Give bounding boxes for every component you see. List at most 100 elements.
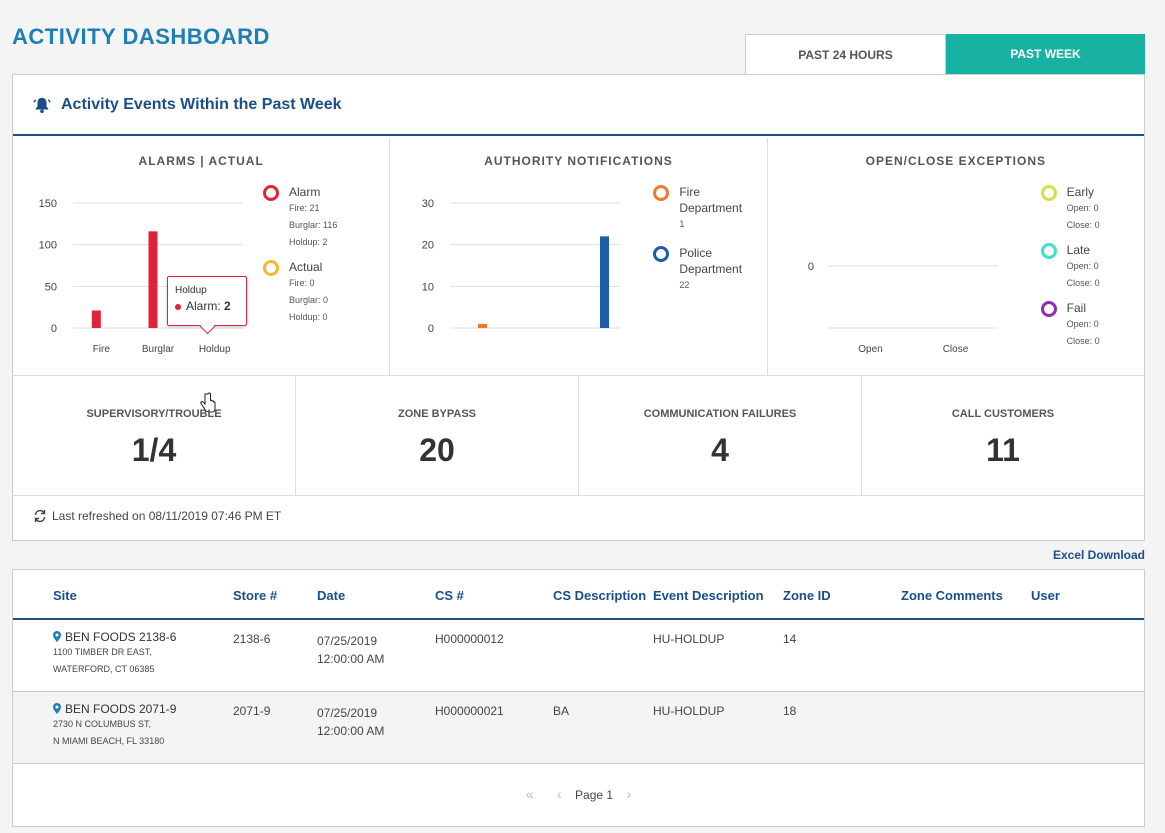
last-refreshed-text: Last refreshed on 08/11/2019 07:46 PM ET xyxy=(52,509,282,523)
tab-past-24-hours[interactable]: PAST 24 HOURS xyxy=(745,34,946,74)
x-tick-label: Close xyxy=(942,344,968,355)
site-name[interactable]: BEN FOODS 2138-6 xyxy=(53,630,176,644)
bell-icon xyxy=(33,97,51,113)
legend-item-actual[interactable]: Actual Fire: 0 Burglar: 0 Holdup: 0 xyxy=(263,259,337,326)
event-description-cell: HU-HOLDUP xyxy=(653,632,725,646)
police-department-legend-icon xyxy=(653,246,670,262)
date-cell: 07/25/2019 12:00:00 AM xyxy=(317,704,384,740)
cs-description-cell: BA xyxy=(553,704,570,718)
column-header-event-description[interactable]: Event Description xyxy=(653,588,764,603)
column-header-user[interactable]: User xyxy=(1031,588,1060,603)
tooltip-title: Holdup xyxy=(175,285,207,296)
last-refreshed: Last refreshed on 08/11/2019 07:46 PM ET xyxy=(33,509,281,523)
alarms-chart-title: ALARMS | ACTUAL xyxy=(138,154,264,168)
map-pin-icon xyxy=(53,631,61,642)
early-legend-icon xyxy=(1040,185,1057,201)
bar xyxy=(148,231,158,328)
alarms-chart-panel: ALARMS | ACTUAL 0 50 100 150 Fire Burglar Hold… xyxy=(13,138,391,413)
time-value: 12:00:00 AM xyxy=(317,724,385,738)
store-cell: 2138-6 xyxy=(233,632,271,646)
x-tick-label: Holdup xyxy=(199,344,231,355)
legend-name: Police Department xyxy=(679,246,743,276)
site-address: 2730 N COLUMBUS ST, xyxy=(53,719,152,729)
column-header-store[interactable]: Store # xyxy=(233,588,278,603)
stat-call-customers[interactable]: CALL CUSTOMERS 11 xyxy=(862,376,1144,495)
stat-zone-bypass[interactable]: ZONE BYPASS 20 xyxy=(296,376,579,495)
next-page-button[interactable]: › xyxy=(626,786,632,802)
stats-row: SUPERVISORY/TROUBLE 1/4 ZONE BYPASS 20 C… xyxy=(13,376,1144,496)
stat-value: 4 xyxy=(711,432,729,468)
openclose-chart-title: OPEN/CLOSE EXCEPTIONS xyxy=(865,154,1046,168)
site-cell: BEN FOODS 2138-6 1100 TIMBER DR EAST, WA… xyxy=(53,630,176,678)
late-legend-icon xyxy=(1040,243,1057,259)
legend-detail: 22 xyxy=(679,280,690,290)
column-header-zone-comments[interactable]: Zone Comments xyxy=(901,588,1003,603)
page-indicator: Page 1 xyxy=(575,788,614,802)
column-header-cs-number[interactable]: CS # xyxy=(435,588,464,603)
time-value: 12:00:00 AM xyxy=(317,652,385,666)
activity-card: Activity Events Within the Past Week ALA… xyxy=(12,74,1145,541)
legend-detail: Fire: 0 xyxy=(289,278,315,288)
legend-name: Alarm xyxy=(289,185,321,199)
legend-detail: Holdup: 0 xyxy=(289,312,328,322)
site-name[interactable]: BEN FOODS 2071-9 xyxy=(53,702,176,716)
legend-item-fail[interactable]: Fail Open: 0 Close: 0 xyxy=(1040,300,1100,350)
first-page-button[interactable]: « xyxy=(525,786,534,802)
legend-name: Late xyxy=(1066,243,1091,257)
card-title: Activity Events Within the Past Week xyxy=(61,95,342,113)
chart-tooltip: Holdup Alarm: 2 xyxy=(167,276,247,326)
y-tick-label: 0 xyxy=(808,261,814,273)
legend-detail: Burglar: 0 xyxy=(289,295,329,305)
time-range-tabs: PAST 24 HOURS PAST WEEK xyxy=(745,34,1145,74)
alarms-legend: Alarm Fire: 21 Burglar: 116 Holdup: 2 Ac… xyxy=(263,184,337,334)
legend-item-early[interactable]: Early Open: 0 Close: 0 xyxy=(1040,184,1100,234)
legend-detail: Holdup: 2 xyxy=(289,237,328,247)
table-row[interactable]: BEN FOODS 2071-9 2730 N COLUMBUS ST, N M… xyxy=(13,692,1144,764)
legend-detail: 1 xyxy=(679,219,685,229)
date-value: 07/25/2019 xyxy=(317,706,378,720)
y-tick-label: 0 xyxy=(428,323,434,335)
tooltip-series: Alarm: xyxy=(186,299,221,313)
cs-number-cell: H000000012 xyxy=(435,632,504,646)
y-tick-label: 20 xyxy=(422,240,434,252)
alarms-chart: 0 50 100 150 Fire Burglar Holdup xyxy=(39,198,243,355)
events-table: Site Store # Date CS # CS Description Ev… xyxy=(12,569,1145,827)
authority-legend: Fire Department 1 Police Department 22 xyxy=(653,184,754,302)
site-cell: BEN FOODS 2071-9 2730 N COLUMBUS ST, N M… xyxy=(53,702,176,750)
y-tick-label: 30 xyxy=(422,198,434,210)
tab-past-week[interactable]: PAST WEEK xyxy=(946,34,1145,74)
legend-detail: Burglar: 116 xyxy=(289,220,338,230)
y-tick-label: 150 xyxy=(39,198,57,210)
event-description-cell: HU-HOLDUP xyxy=(653,704,725,718)
legend-name: Fire Department xyxy=(679,185,743,215)
column-header-date[interactable]: Date xyxy=(317,588,346,603)
legend-item-alarm[interactable]: Alarm Fire: 21 Burglar: 116 Holdup: 2 xyxy=(263,184,337,251)
legend-item-police-department[interactable]: Police Department 22 xyxy=(653,245,754,294)
refresh-icon[interactable] xyxy=(33,509,47,523)
column-header-site[interactable]: Site xyxy=(53,588,77,603)
date-cell: 07/25/2019 12:00:00 AM xyxy=(317,632,384,668)
x-tick-label: Burglar xyxy=(142,344,175,355)
legend-item-late[interactable]: Late Open: 0 Close: 0 xyxy=(1040,242,1100,292)
legend-item-fire-department[interactable]: Fire Department 1 xyxy=(653,184,754,233)
bar xyxy=(600,236,610,328)
legend-detail: Close: 0 xyxy=(1066,336,1100,346)
stat-label: ZONE BYPASS xyxy=(397,408,477,420)
y-tick-label: 0 xyxy=(51,323,57,335)
column-header-cs-description[interactable]: CS Description xyxy=(553,588,647,603)
column-header-zone-id[interactable]: Zone ID xyxy=(783,588,831,603)
card-header: Activity Events Within the Past Week xyxy=(13,75,1144,136)
previous-page-button[interactable]: ‹ xyxy=(557,786,562,802)
openclose-chart: 0 Open Close xyxy=(808,261,998,355)
alarm-legend-icon xyxy=(263,185,279,201)
bar xyxy=(91,310,101,328)
table-row[interactable]: BEN FOODS 2138-6 1100 TIMBER DR EAST, WA… xyxy=(13,620,1144,692)
site-name-text: BEN FOODS 2071-9 xyxy=(65,702,177,716)
stat-communication-failures[interactable]: COMMUNICATION FAILURES 4 xyxy=(579,376,862,495)
y-tick-label: 50 xyxy=(45,281,57,293)
site-address: WATERFORD, CT 06385 xyxy=(53,664,155,674)
site-name-text: BEN FOODS 2138-6 xyxy=(65,630,177,644)
excel-download-link[interactable]: Excel Download xyxy=(1052,548,1145,562)
store-cell: 2071-9 xyxy=(233,704,271,718)
stat-supervisory-trouble[interactable]: SUPERVISORY/TROUBLE 1/4 xyxy=(13,376,296,495)
